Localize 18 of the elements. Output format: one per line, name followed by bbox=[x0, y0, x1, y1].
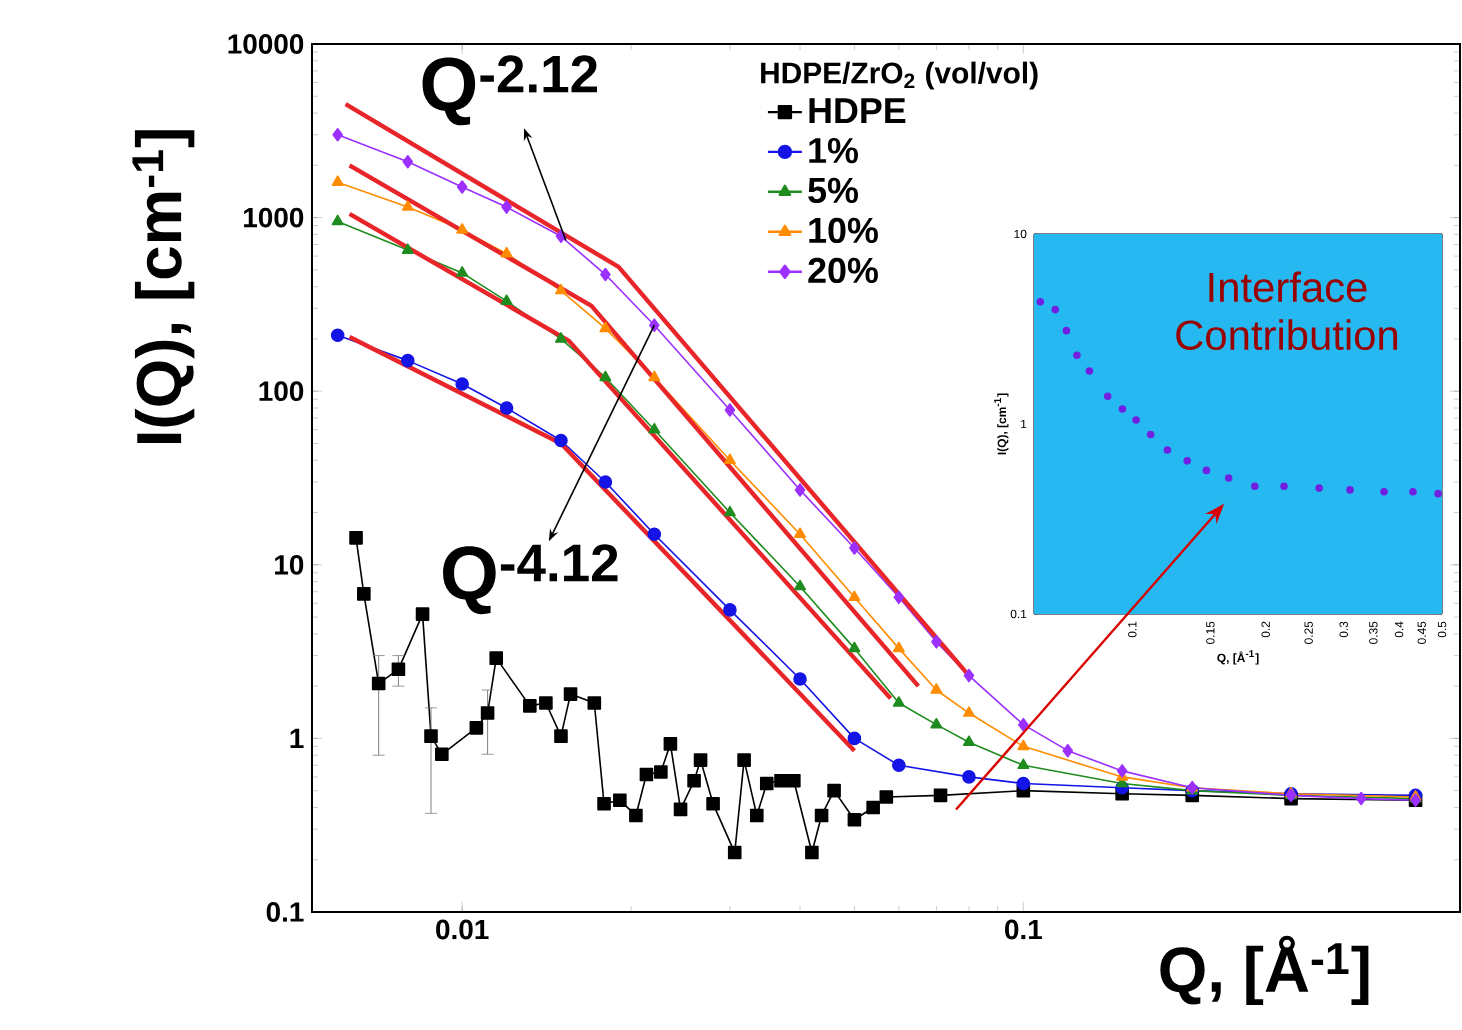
legend-label: 5% bbox=[808, 177, 858, 204]
y-tick-label: 10 bbox=[275, 554, 304, 575]
x-axis-title: Q, [Å$^{-1}$] bbox=[1160, 935, 1369, 1006]
legend-title: HDPE/ZrO$_{2}$ (vol/vol) bbox=[761, 61, 1038, 90]
annotation: Q$^{-2.12}$ bbox=[422, 55, 597, 126]
legend-label: 20% bbox=[808, 257, 878, 284]
y-tick-label: 10000 bbox=[228, 34, 304, 54]
x-tick-label: 0.01 bbox=[436, 919, 489, 940]
y-tick-label: 1000 bbox=[244, 207, 304, 228]
y-tick-label: 100 bbox=[259, 381, 304, 402]
y-axis-title: I(Q), [cm$^{-1}$] bbox=[132, 130, 195, 444]
legend-label: 1% bbox=[809, 137, 858, 164]
y-tick-label: 1 bbox=[290, 728, 304, 748]
annotation: Q$^{-4.12}$ bbox=[443, 544, 618, 615]
legend-label: HDPE bbox=[809, 98, 906, 123]
legend-label: 10% bbox=[809, 217, 878, 244]
y-tick-label: 0.1 bbox=[266, 902, 304, 922]
annotation: Interface Contribution bbox=[1176, 271, 1398, 351]
